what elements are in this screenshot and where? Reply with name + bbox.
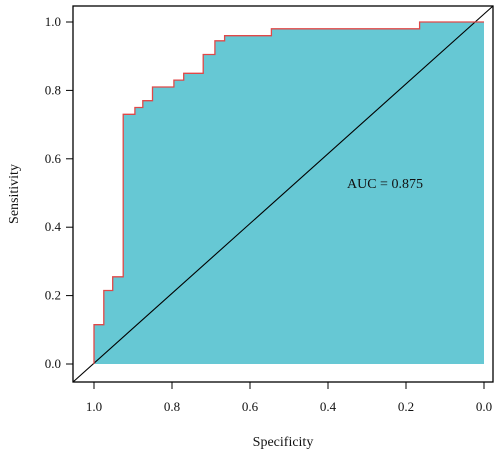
x-tick-label: 1.0: [86, 399, 102, 414]
x-tick-label: 0.0: [476, 399, 492, 414]
reference-diagonal-line: [72, 5, 494, 383]
auc-annotation: AUC = 0.875: [347, 177, 423, 192]
x-tick-label: 0.8: [164, 399, 180, 414]
y-tick-label: 0.2: [45, 288, 61, 303]
y-axis: 0.0 0.2 0.4 0.6 0.8 1.0: [45, 14, 73, 371]
roc-curve-line: [93, 21, 484, 364]
plot-frame: [72, 5, 494, 383]
y-tick-label: 0.0: [45, 356, 61, 371]
x-tick-label: 0.4: [320, 399, 337, 414]
y-tick-label: 0.4: [45, 219, 62, 234]
y-tick-label: 1.0: [45, 14, 61, 29]
x-tick-label: 0.6: [242, 399, 259, 414]
x-axis-title: Specificity: [253, 435, 314, 450]
plot-area: [72, 5, 494, 383]
roc-area-fill: [94, 22, 484, 364]
y-axis-title: Sensitivity: [7, 164, 22, 224]
x-tick-label: 0.2: [398, 399, 414, 414]
y-tick-label: 0.8: [45, 82, 61, 97]
y-tick-label: 0.6: [45, 151, 62, 166]
x-axis: 1.0 0.8 0.6 0.4 0.2 0.0: [86, 382, 492, 414]
